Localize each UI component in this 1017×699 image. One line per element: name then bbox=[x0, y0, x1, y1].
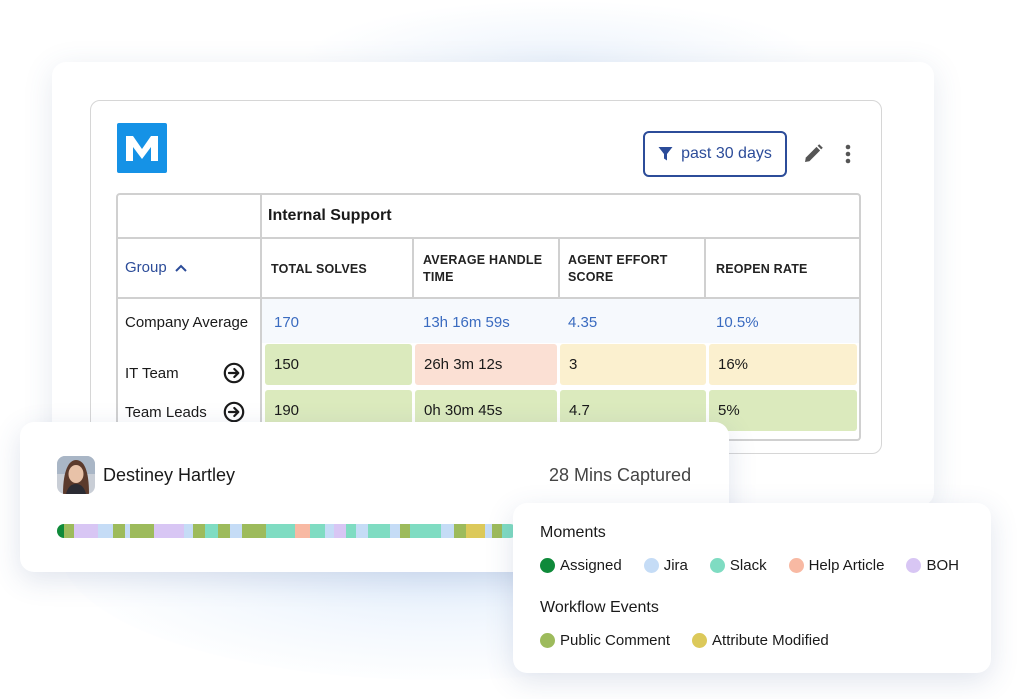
moments-legend-item: Assigned bbox=[540, 557, 622, 574]
timeline-segment-public[interactable] bbox=[64, 524, 75, 538]
company-average-label: Company Average bbox=[125, 314, 249, 331]
brand-logo bbox=[117, 123, 167, 173]
legend-dot-icon bbox=[906, 558, 922, 573]
legend-dot-icon bbox=[788, 558, 804, 573]
arrow-right-circle-icon[interactable] bbox=[223, 362, 245, 384]
legend-label: Public Comment bbox=[560, 632, 671, 649]
average-effort-score: 4.35 bbox=[568, 314, 598, 331]
agent-name: Destiney Hartley bbox=[103, 465, 236, 485]
timeline-segment-jira[interactable] bbox=[183, 524, 194, 538]
date-filter-label: past 30 days bbox=[681, 145, 772, 162]
timeline-segment-public[interactable] bbox=[492, 524, 503, 538]
moments-legend-item: Slack bbox=[709, 557, 767, 574]
legend-dot-icon bbox=[540, 558, 555, 573]
average-reopen-rate: 10.5% bbox=[716, 314, 759, 331]
timeline-segment-jira[interactable] bbox=[390, 524, 400, 538]
legend-dot-icon bbox=[643, 558, 659, 573]
column-divider bbox=[260, 195, 262, 439]
group-header-label: Group bbox=[125, 259, 167, 276]
timeline-segment-public[interactable] bbox=[241, 524, 267, 538]
legend-dot-icon bbox=[709, 558, 725, 573]
timeline-segment-jira[interactable] bbox=[98, 524, 113, 538]
moments-legend-item: Help Article bbox=[788, 557, 885, 574]
timeline-segment-public[interactable] bbox=[112, 524, 126, 538]
section-title: Internal Support bbox=[268, 207, 392, 224]
group-sort-header[interactable]: Group bbox=[125, 259, 187, 276]
timeline-segment-slack[interactable] bbox=[368, 524, 391, 538]
timeline-segment-boh[interactable] bbox=[334, 524, 347, 538]
timeline-segment-boh[interactable] bbox=[154, 524, 184, 538]
activity-timeline[interactable] bbox=[57, 524, 517, 538]
timeline-segment-jira[interactable] bbox=[324, 524, 335, 538]
average-row-band bbox=[262, 299, 859, 343]
column-divider bbox=[558, 239, 560, 297]
moments-legend-item: Jira bbox=[643, 557, 688, 574]
captured-time: 28 Mins Captured bbox=[549, 465, 692, 485]
timeline-segment-slack[interactable] bbox=[346, 524, 357, 538]
team-leads-reopen-rate: 5% bbox=[709, 390, 857, 431]
timeline-segment-slack[interactable] bbox=[266, 524, 296, 538]
filter-icon bbox=[658, 147, 673, 161]
workflow-legend: Public Comment Attribute Modified bbox=[540, 632, 851, 649]
legend-dot-icon bbox=[540, 633, 555, 648]
timeline-segment-help[interactable] bbox=[295, 524, 310, 538]
it-team-effort-score: 3 bbox=[560, 344, 706, 385]
timeline-segment-jira[interactable] bbox=[229, 524, 242, 538]
timeline-segment-slack[interactable] bbox=[309, 524, 325, 538]
timeline-segment-jira[interactable] bbox=[485, 524, 493, 538]
column-divider bbox=[704, 239, 706, 297]
legend-label: Slack bbox=[729, 557, 767, 574]
column-header-agent-effort-score[interactable]: AGENT EFFORT SCORE bbox=[568, 253, 668, 284]
timeline-segment-public[interactable] bbox=[399, 524, 410, 538]
legend-dot-icon bbox=[692, 633, 708, 648]
pencil-icon[interactable] bbox=[802, 143, 824, 165]
row-label-team-leads: Team Leads bbox=[125, 404, 207, 421]
timeline-segment-jira[interactable] bbox=[125, 524, 130, 538]
moments-legend-item: BOH bbox=[906, 557, 959, 574]
it-team-handle-time: 26h 3m 12s bbox=[415, 344, 557, 385]
timeline-segment-slack[interactable] bbox=[205, 524, 218, 538]
it-team-total-solves: 150 bbox=[265, 344, 412, 385]
timeline-segment-attr[interactable] bbox=[465, 524, 486, 538]
workflow-legend-item: Attribute Modified bbox=[692, 632, 829, 649]
legend-label: Assigned bbox=[560, 557, 622, 574]
row-label-it-team: IT Team bbox=[125, 365, 179, 382]
row-divider bbox=[118, 237, 859, 239]
column-divider bbox=[412, 239, 414, 297]
chevron-up-icon bbox=[174, 264, 187, 272]
legend-label: Help Article bbox=[808, 557, 885, 574]
timeline-segment-public[interactable] bbox=[217, 524, 230, 538]
workflow-legend-item: Public Comment bbox=[540, 632, 670, 649]
column-header-total-solves[interactable]: TOTAL SOLVES bbox=[271, 262, 367, 276]
legend-card bbox=[513, 503, 991, 673]
timeline-segment-slack[interactable] bbox=[409, 524, 442, 538]
date-filter-button[interactable]: past 30 days bbox=[643, 131, 787, 177]
legend-label: Attribute Modified bbox=[712, 632, 829, 649]
timeline-segment-jira[interactable] bbox=[441, 524, 454, 538]
metrics-table: Internal Support Group TOTAL SOLVES AVER… bbox=[116, 193, 861, 441]
it-team-reopen-rate: 16% bbox=[709, 344, 857, 385]
legend-label: Jira bbox=[663, 557, 688, 574]
average-total-solves: 170 bbox=[274, 314, 300, 331]
avatar bbox=[57, 456, 95, 494]
timeline-segment-jira[interactable] bbox=[356, 524, 369, 538]
timeline-segment-public[interactable] bbox=[193, 524, 206, 538]
workflow-events-title: Workflow Events bbox=[540, 599, 659, 616]
logo-m-icon bbox=[126, 136, 158, 161]
more-vertical-icon[interactable] bbox=[838, 143, 858, 165]
moments-legend: Assigned Jira Slack Help Article BOH bbox=[540, 557, 981, 574]
row-divider bbox=[118, 297, 859, 299]
moments-title: Moments bbox=[540, 524, 606, 541]
column-header-reopen-rate[interactable]: REOPEN RATE bbox=[716, 262, 808, 276]
timeline-segment-public[interactable] bbox=[129, 524, 155, 538]
timeline-segment-assigned[interactable] bbox=[57, 524, 65, 538]
person-avatar-icon bbox=[57, 456, 95, 494]
timeline-segment-public[interactable] bbox=[453, 524, 466, 538]
timeline-segment-boh[interactable] bbox=[74, 524, 99, 538]
column-header-average-handle-time[interactable]: AVERAGE HANDLE TIME bbox=[423, 253, 543, 284]
average-handle-time: 13h 16m 59s bbox=[423, 314, 510, 331]
arrow-right-circle-icon[interactable] bbox=[223, 401, 245, 423]
legend-label: BOH bbox=[926, 557, 959, 574]
